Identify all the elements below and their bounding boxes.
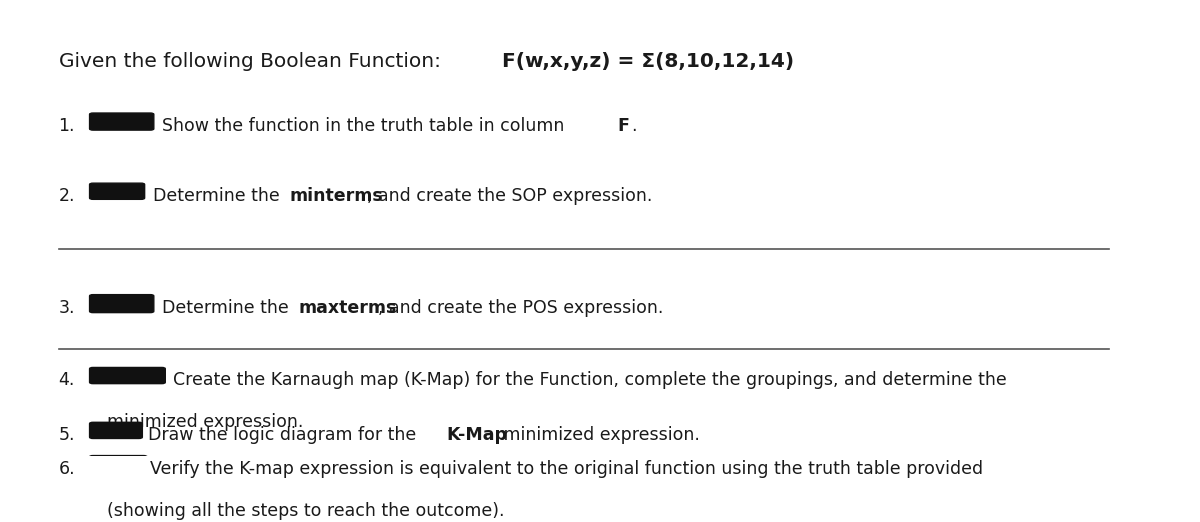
Text: (showing all the steps to reach the outcome).: (showing all the steps to reach the outc… [107,502,504,520]
FancyBboxPatch shape [90,294,154,313]
Text: Show the function in the truth table in column: Show the function in the truth table in … [162,117,570,135]
Text: Create the Karnaugh map (K-Map) for the Function, complete the groupings, and de: Create the Karnaugh map (K-Map) for the … [173,371,1007,389]
FancyBboxPatch shape [90,367,166,384]
Text: Determine the: Determine the [152,187,284,205]
FancyBboxPatch shape [90,183,145,199]
Text: Draw the logic diagram for the: Draw the logic diagram for the [148,426,422,444]
Text: , and create the POS expression.: , and create the POS expression. [378,299,662,317]
Text: 6.: 6. [59,460,76,478]
Text: minimized expression.: minimized expression. [498,426,700,444]
Text: Given the following Boolean Function:: Given the following Boolean Function: [59,52,446,71]
Text: minimized expression.: minimized expression. [107,413,304,431]
Text: Verify the K-map expression is equivalent to the original function using the tru: Verify the K-map expression is equivalen… [150,460,984,478]
Text: Determine the: Determine the [162,299,294,317]
Text: F: F [618,117,629,135]
Text: 4.: 4. [59,371,74,389]
FancyBboxPatch shape [90,113,154,130]
Text: 2.: 2. [59,187,76,205]
Text: maxterms: maxterms [299,299,397,317]
Text: 3.: 3. [59,299,76,317]
Text: , and create the SOP expression.: , and create the SOP expression. [367,187,653,205]
Text: F(w,x,y,z) = Σ(8,10,12,14): F(w,x,y,z) = Σ(8,10,12,14) [502,52,793,71]
Text: 5.: 5. [59,426,76,444]
Text: 1.: 1. [59,117,76,135]
Text: minterms: minterms [289,187,383,205]
FancyBboxPatch shape [90,422,143,438]
Text: K-Map: K-Map [446,426,508,444]
FancyBboxPatch shape [90,456,146,473]
Text: .: . [631,117,637,135]
